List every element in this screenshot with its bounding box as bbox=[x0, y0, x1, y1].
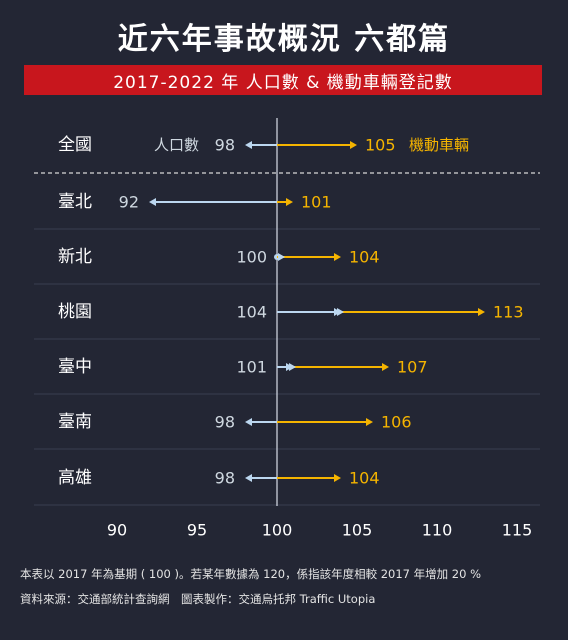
category-label: 桃園 bbox=[58, 302, 92, 322]
population-arrowhead bbox=[149, 198, 156, 206]
category-label: 高雄 bbox=[58, 468, 92, 488]
population-value-label: 98 bbox=[215, 413, 235, 432]
legend-population: 人口數 bbox=[154, 136, 199, 154]
vehicles-value-label: 105 bbox=[365, 136, 396, 155]
category-label: 全國 bbox=[58, 135, 92, 155]
population-value-label: 101 bbox=[236, 358, 267, 377]
vehicles-arrowhead bbox=[382, 363, 389, 371]
population-value-label: 104 bbox=[236, 303, 267, 322]
category-label: 臺南 bbox=[58, 412, 92, 432]
category-label: 新北 bbox=[58, 247, 92, 267]
vehicles-arrowhead bbox=[286, 198, 293, 206]
x-tick-label: 100 bbox=[262, 521, 293, 540]
x-tick-label: 90 bbox=[107, 521, 127, 540]
population-arrowhead bbox=[245, 474, 252, 482]
vehicles-value-label: 106 bbox=[381, 413, 412, 432]
population-arrowhead bbox=[278, 253, 285, 261]
vehicles-value-label: 104 bbox=[349, 469, 380, 488]
legend-vehicles: 機動車輛 bbox=[409, 136, 469, 154]
x-tick-label: 105 bbox=[342, 521, 373, 540]
category-label: 臺北 bbox=[58, 192, 92, 212]
vehicles-arrowhead bbox=[334, 253, 341, 261]
vehicles-arrowhead bbox=[350, 141, 357, 149]
vehicles-value-label: 101 bbox=[301, 193, 332, 212]
x-tick-label: 110 bbox=[422, 521, 453, 540]
x-tick-label: 115 bbox=[502, 521, 533, 540]
population-value-label: 100 bbox=[236, 248, 267, 267]
chart-subtitle: 2017-2022 年 人口數 & 機動車輛登記數 bbox=[113, 72, 453, 93]
chart-title: 近六年事故概況 六都篇 bbox=[117, 22, 451, 57]
vehicles-arrowhead bbox=[366, 418, 373, 426]
x-tick-label: 95 bbox=[187, 521, 207, 540]
vehicles-arrowhead bbox=[334, 474, 341, 482]
vehicles-value-label: 104 bbox=[349, 248, 380, 267]
vehicles-arrowhead bbox=[478, 308, 485, 316]
population-value-label: 98 bbox=[215, 136, 235, 155]
source-credit: 資料來源：交通部統計查詢網 圖表製作：交通烏托邦 Traffic Utopia bbox=[20, 592, 376, 606]
subtitle-banner: 2017-2022 年 人口數 & 機動車輛登記數 bbox=[24, 65, 542, 95]
footnote: 本表以 2017 年為基期 ( 100 )。若某年數據為 120，係指該年度相較… bbox=[20, 567, 482, 581]
population-value-label: 98 bbox=[215, 469, 235, 488]
population-value-label: 92 bbox=[119, 193, 139, 212]
category-label: 臺中 bbox=[58, 357, 92, 377]
population-arrowhead bbox=[245, 418, 252, 426]
vehicles-value-label: 113 bbox=[493, 303, 524, 322]
vehicles-value-label: 107 bbox=[397, 358, 428, 377]
population-arrowhead bbox=[245, 141, 252, 149]
